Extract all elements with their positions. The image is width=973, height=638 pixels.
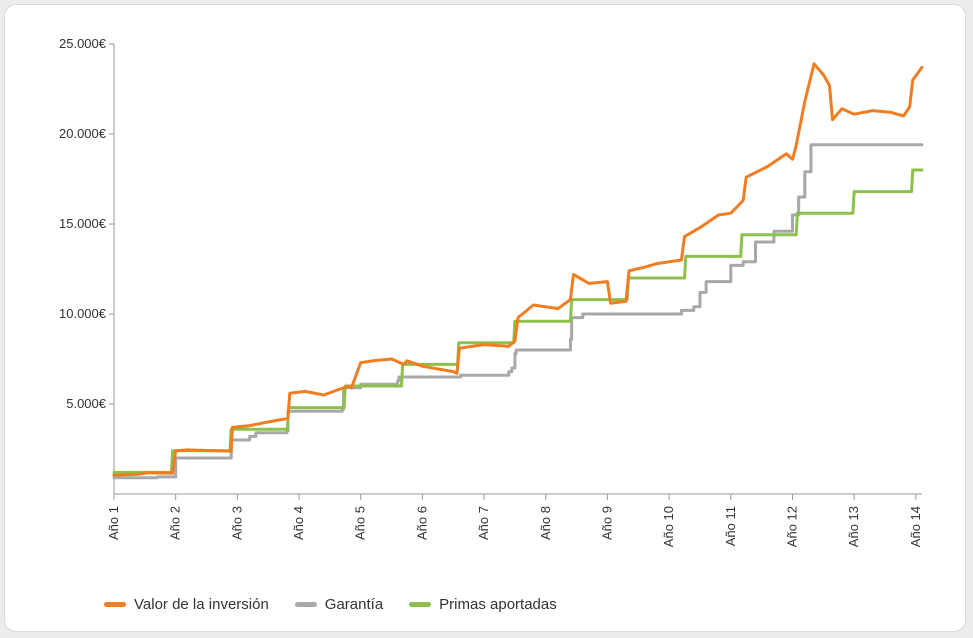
x-tick-label: Año 14: [908, 506, 923, 547]
y-tick-label: 5.000€: [66, 396, 107, 411]
x-tick-label: Año 6: [414, 506, 429, 540]
x-tick-label: Año 11: [723, 506, 738, 546]
legend-item-primas[interactable]: Primas aportadas: [409, 596, 557, 613]
x-tick-label: Año 2: [168, 506, 183, 540]
x-tick-label: Año 12: [784, 506, 799, 547]
x-tick-label: Año 5: [353, 506, 368, 540]
x-tick-label: Año 9: [599, 506, 614, 540]
series-line-primas: [112, 168, 924, 474]
series-lines: [112, 62, 924, 480]
chart-card: [4, 4, 966, 632]
y-ticks: 5.000€ 10.000€ 15.000€ 20.000€ 25.000€: [59, 36, 114, 411]
x-ticks: Año 1 Año 2 Año 3 Año 4 Año 5 Año 6 Año 7 Año 8…: [106, 494, 923, 547]
legend-item-garantia[interactable]: Garantía: [294, 596, 384, 613]
x-tick-label: Año 10: [661, 506, 676, 547]
x-tick-label: Año 13: [846, 506, 861, 547]
x-tick-label: Año 1: [106, 506, 121, 540]
legend-swatch-valor: [104, 602, 126, 607]
legend-swatch-garantia: [294, 602, 317, 607]
chart-axes: [113, 44, 922, 495]
y-tick-label: 25.000€: [59, 36, 107, 51]
x-tick-label: Año 7: [476, 506, 491, 540]
legend: Valor de la inversión Garantía Primas ap…: [104, 596, 583, 613]
legend-label-valor: Valor de la inversión: [134, 596, 269, 613]
x-tick-label: Año 4: [291, 506, 306, 540]
y-tick-label: 10.000€: [59, 306, 107, 321]
y-tick-label: 20.000€: [59, 126, 107, 141]
legend-label-garantia: Garantía: [324, 596, 384, 613]
series-line-garantia: [112, 143, 924, 480]
y-tick-label: 15.000€: [59, 216, 107, 231]
legend-label-primas: Primas aportadas: [439, 596, 557, 613]
series-line-valor: [112, 62, 924, 477]
legend-swatch-primas: [409, 602, 432, 607]
x-tick-label: Año 8: [538, 506, 553, 540]
legend-item-valor[interactable]: Valor de la inversión: [104, 596, 269, 613]
x-tick-label: Año 3: [229, 506, 244, 540]
